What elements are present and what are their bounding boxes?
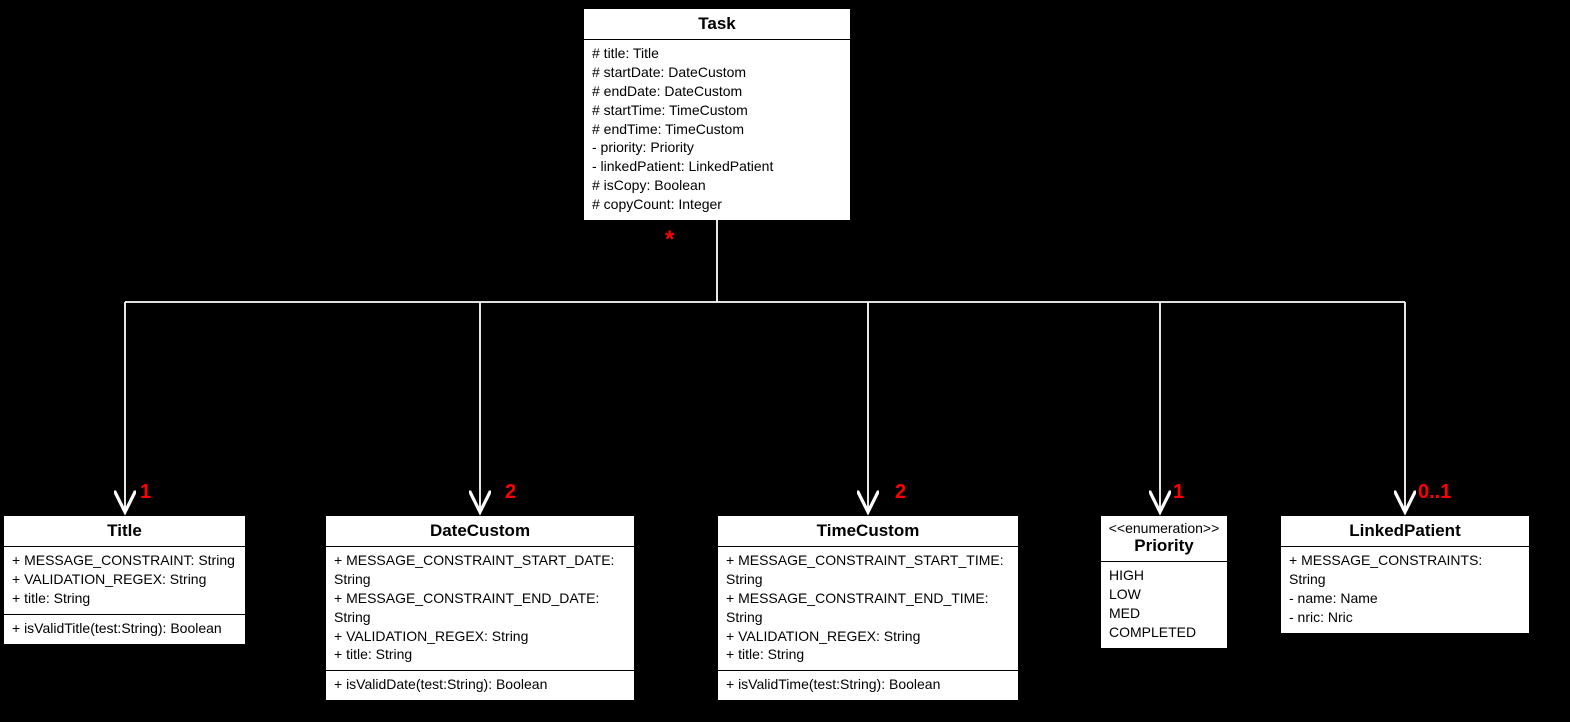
literal-row: MED: [1109, 604, 1219, 623]
class-title-attrs: + MESSAGE_CONSTRAINT: String + VALIDATIO…: [4, 547, 245, 615]
attr-row: # title: Title: [592, 44, 842, 63]
attr-row: + VALIDATION_REGEX: String: [334, 627, 626, 646]
class-priority-stereotype: <<enumeration>>: [1101, 516, 1227, 536]
class-datecustom: DateCustom + MESSAGE_CONSTRAINT_START_DA…: [325, 515, 635, 701]
mult-title: 1: [140, 481, 151, 504]
mult-priority: 1: [1173, 481, 1184, 504]
attr-row: + title: String: [12, 589, 237, 608]
class-title-ops: + isValidTitle(test:String): Boolean: [4, 615, 245, 644]
attr-row: # startTime: TimeCustom: [592, 101, 842, 120]
class-datecustom-ops: + isValidDate(test:String): Boolean: [326, 671, 634, 700]
class-linkedpatient-name: LinkedPatient: [1281, 516, 1529, 547]
class-task-title: Task: [584, 9, 850, 40]
class-priority-literals: HIGH LOW MED COMPLETED: [1101, 562, 1227, 648]
attr-row: + MESSAGE_CONSTRAINT_END_TIME: String: [726, 589, 1010, 627]
attr-row: - linkedPatient: LinkedPatient: [592, 157, 842, 176]
op-row: + isValidDate(test:String): Boolean: [334, 675, 626, 694]
mult-task: *: [665, 226, 674, 254]
attr-row: + MESSAGE_CONSTRAINT_END_DATE: String: [334, 589, 626, 627]
literal-row: LOW: [1109, 585, 1219, 604]
uml-canvas: Task # title: Title # startDate: DateCus…: [0, 0, 1570, 722]
class-timecustom: TimeCustom + MESSAGE_CONSTRAINT_START_TI…: [717, 515, 1019, 701]
attr-row: - priority: Priority: [592, 138, 842, 157]
class-task: Task # title: Title # startDate: DateCus…: [583, 8, 851, 221]
literal-row: COMPLETED: [1109, 623, 1219, 642]
attr-row: + VALIDATION_REGEX: String: [726, 627, 1010, 646]
attr-row: # isCopy: Boolean: [592, 176, 842, 195]
op-row: + isValidTime(test:String): Boolean: [726, 675, 1010, 694]
class-linkedpatient-attrs: + MESSAGE_CONSTRAINTS: String - name: Na…: [1281, 547, 1529, 633]
attr-row: - nric: Nric: [1289, 608, 1521, 627]
attr-row: + MESSAGE_CONSTRAINT: String: [12, 551, 237, 570]
attr-row: + VALIDATION_REGEX: String: [12, 570, 237, 589]
attr-row: + title: String: [726, 645, 1010, 664]
mult-timecustom: 2: [895, 481, 906, 504]
attr-row: + MESSAGE_CONSTRAINTS: String: [1289, 551, 1521, 589]
class-timecustom-ops: + isValidTime(test:String): Boolean: [718, 671, 1018, 700]
class-linkedpatient: LinkedPatient + MESSAGE_CONSTRAINTS: Str…: [1280, 515, 1530, 634]
class-timecustom-name: TimeCustom: [718, 516, 1018, 547]
attr-row: # startDate: DateCustom: [592, 63, 842, 82]
class-task-attrs: # title: Title # startDate: DateCustom #…: [584, 40, 850, 220]
literal-row: HIGH: [1109, 566, 1219, 585]
class-title: Title + MESSAGE_CONSTRAINT: String + VAL…: [3, 515, 246, 645]
class-priority: <<enumeration>> Priority HIGH LOW MED CO…: [1100, 515, 1228, 649]
class-datecustom-name: DateCustom: [326, 516, 634, 547]
attr-row: + title: String: [334, 645, 626, 664]
mult-linkedpatient: 0..1: [1418, 481, 1451, 504]
mult-datecustom: 2: [505, 481, 516, 504]
attr-row: - name: Name: [1289, 589, 1521, 608]
class-timecustom-attrs: + MESSAGE_CONSTRAINT_START_TIME: String …: [718, 547, 1018, 671]
class-title-name: Title: [4, 516, 245, 547]
attr-row: # endDate: DateCustom: [592, 82, 842, 101]
attr-row: # endTime: TimeCustom: [592, 120, 842, 139]
attr-row: + MESSAGE_CONSTRAINT_START_DATE: String: [334, 551, 626, 589]
attr-row: + MESSAGE_CONSTRAINT_START_TIME: String: [726, 551, 1010, 589]
op-row: + isValidTitle(test:String): Boolean: [12, 619, 237, 638]
class-priority-name: Priority: [1101, 536, 1227, 561]
attr-row: # copyCount: Integer: [592, 195, 842, 214]
class-datecustom-attrs: + MESSAGE_CONSTRAINT_START_DATE: String …: [326, 547, 634, 671]
